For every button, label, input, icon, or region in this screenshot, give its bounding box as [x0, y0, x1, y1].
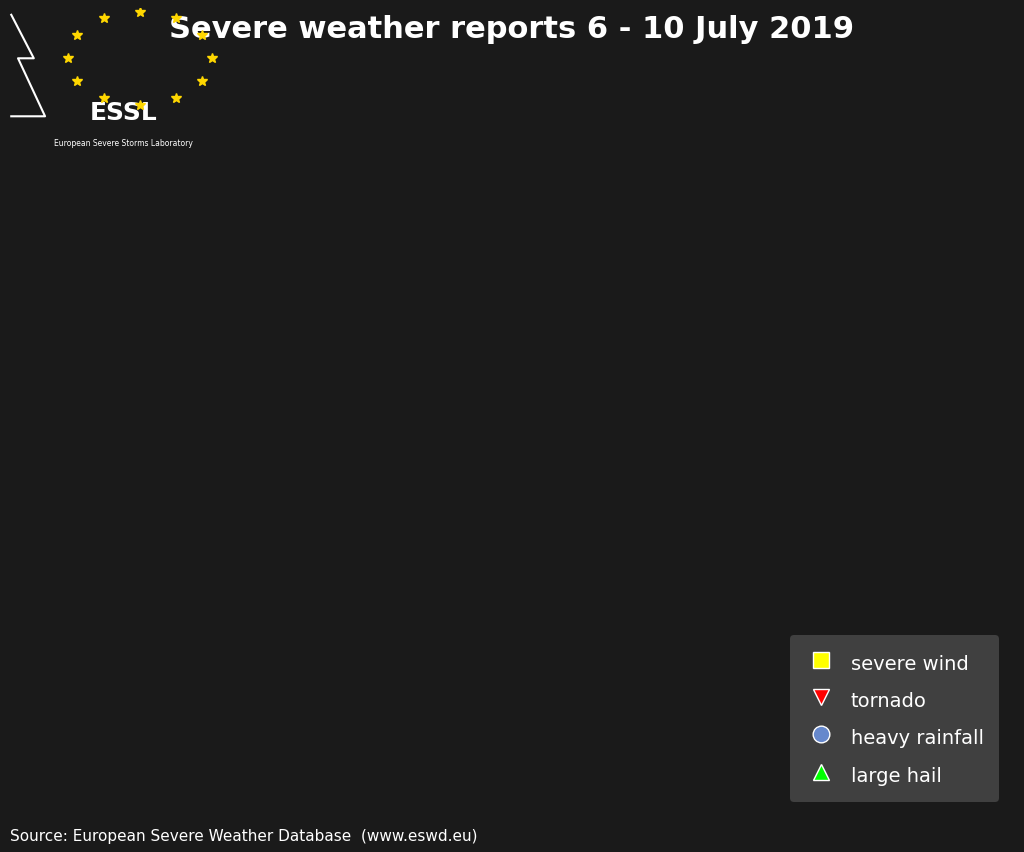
Text: Source: European Severe Weather Database  (www.eswd.eu): Source: European Severe Weather Database…: [10, 828, 478, 843]
Text: ESSL: ESSL: [90, 101, 158, 124]
Legend: severe wind, tornado, heavy rainfall, large hail: severe wind, tornado, heavy rainfall, la…: [791, 635, 999, 802]
Title: Severe weather reports 6 - 10 July 2019: Severe weather reports 6 - 10 July 2019: [169, 15, 855, 44]
Text: European Severe Storms Laboratory: European Severe Storms Laboratory: [54, 139, 194, 147]
